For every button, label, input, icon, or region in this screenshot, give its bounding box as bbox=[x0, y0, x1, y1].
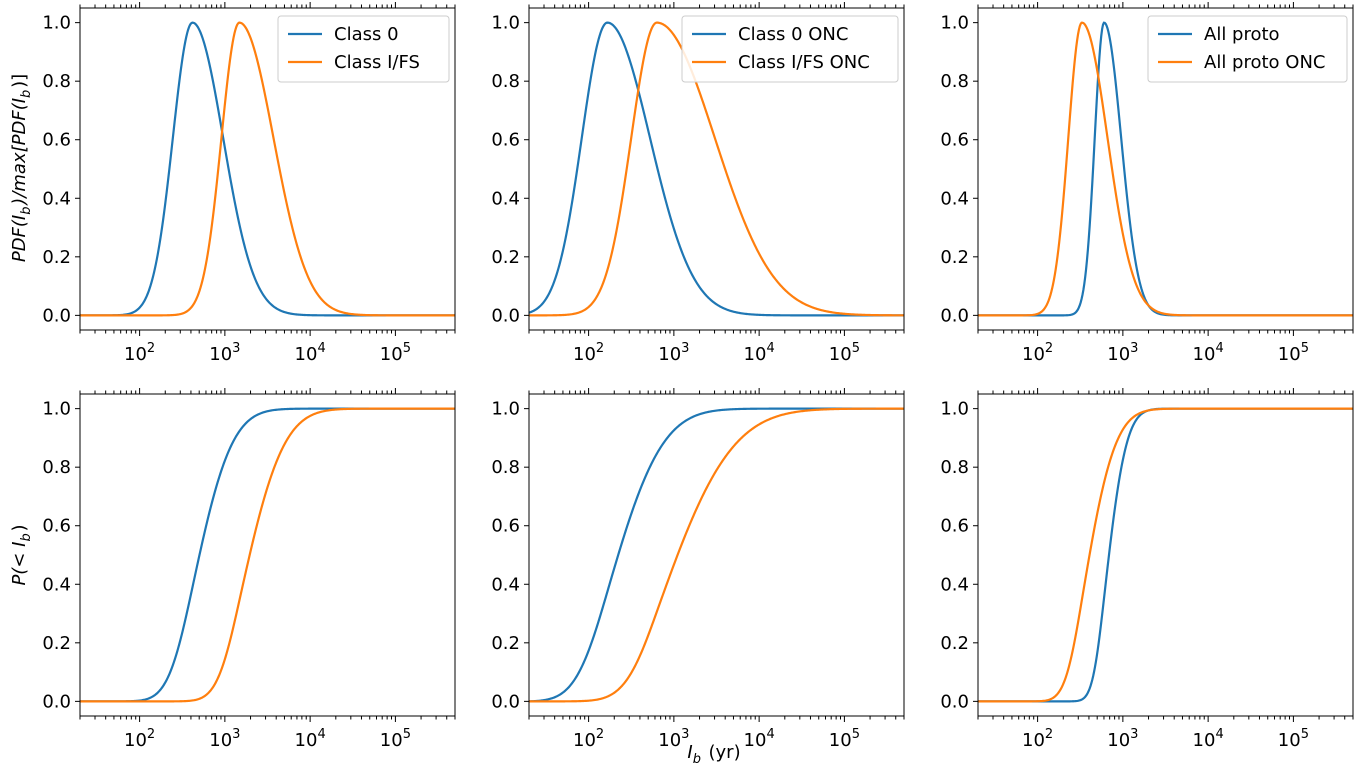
y-tick-label: 0.0 bbox=[491, 305, 520, 326]
axes-frame bbox=[79, 7, 456, 331]
x-tick-label: 104 bbox=[1193, 341, 1224, 365]
y-tick-label: 1.0 bbox=[42, 13, 71, 34]
y-tick-label: 0.4 bbox=[940, 574, 969, 595]
panel-0-1: 0.0 0.2 0.4 0.6 0.8 1.0 102 103 104 105 Class 0 ON… bbox=[491, 2, 905, 365]
x-tick-label: 105 bbox=[380, 727, 411, 751]
x-tick-label: 104 bbox=[295, 341, 326, 365]
y-tick-label: 1.0 bbox=[491, 399, 520, 420]
x-tick-label: 103 bbox=[658, 727, 689, 751]
y-tick-label: 0.4 bbox=[42, 188, 71, 209]
legend-label: Class 0 ONC bbox=[738, 24, 848, 45]
y-tick-label: 0.8 bbox=[940, 71, 969, 92]
y-tick-label: 0.0 bbox=[940, 305, 969, 326]
y-tick-label: 1.0 bbox=[940, 13, 969, 34]
y-tick-label: 0.0 bbox=[42, 691, 71, 712]
class-i-fs-onc-line bbox=[529, 21, 904, 317]
x-tick-label: 105 bbox=[380, 341, 411, 365]
y-tick-label: 0.2 bbox=[940, 633, 969, 654]
legend-label: Class I/FS bbox=[334, 52, 420, 73]
legend: Class 0 Class I/FS bbox=[277, 15, 450, 83]
x-axis-label: Ib (yr) bbox=[687, 742, 740, 766]
series-0-line bbox=[529, 407, 904, 703]
legend-label: Class 0 bbox=[334, 24, 399, 45]
x-tick-label: 102 bbox=[1022, 727, 1053, 751]
x-tick-label: 102 bbox=[124, 341, 155, 365]
y-tick-label: 0.6 bbox=[940, 130, 969, 151]
y-tick-label: 0.2 bbox=[42, 247, 71, 268]
x-tick-label: 102 bbox=[1022, 341, 1053, 365]
x-tick-label: 105 bbox=[1278, 341, 1309, 365]
y-tick-label: 0.6 bbox=[42, 130, 71, 151]
axes-frame bbox=[528, 7, 905, 331]
class-i-fs-line bbox=[80, 21, 455, 317]
y-tick-label: 0.2 bbox=[42, 633, 71, 654]
x-tick-label: 104 bbox=[295, 727, 326, 751]
axes-frame bbox=[977, 393, 1354, 717]
class-0-onc-line bbox=[529, 21, 904, 317]
x-tick-label: 103 bbox=[209, 341, 240, 365]
x-tick-label: 104 bbox=[744, 341, 775, 365]
legend-box bbox=[277, 15, 450, 83]
y-tick-label: 0.8 bbox=[42, 71, 71, 92]
y-tick-label: 0.6 bbox=[42, 516, 71, 537]
y-axis-label-bottom: P(< Ib ) bbox=[9, 524, 34, 585]
y-tick-label: 0.6 bbox=[940, 516, 969, 537]
x-tick-label: 103 bbox=[658, 341, 689, 365]
legend-label: All proto bbox=[1204, 24, 1280, 45]
x-tick-label: 102 bbox=[124, 727, 155, 751]
y-tick-label: 0.2 bbox=[491, 633, 520, 654]
legend: Class 0 ONC Class I/FS ONC bbox=[681, 15, 899, 83]
axes-frame bbox=[528, 393, 905, 717]
x-tick-label: 105 bbox=[829, 727, 860, 751]
x-tick-label: 104 bbox=[744, 727, 775, 751]
series-1-line bbox=[80, 407, 455, 703]
y-tick-label: 0.2 bbox=[491, 247, 520, 268]
y-tick-label: 0.4 bbox=[491, 574, 520, 595]
legend-label: All proto ONC bbox=[1204, 52, 1325, 73]
legend-box bbox=[1147, 15, 1348, 83]
all-proto-onc-line bbox=[978, 21, 1353, 317]
x-tick-label: 105 bbox=[1278, 727, 1309, 751]
x-tick-label: 102 bbox=[573, 341, 604, 365]
legend-label: Class I/FS ONC bbox=[738, 52, 870, 73]
y-tick-label: 0.6 bbox=[491, 516, 520, 537]
y-tick-label: 0.8 bbox=[491, 457, 520, 478]
y-tick-label: 0.0 bbox=[42, 305, 71, 326]
legend-box bbox=[681, 15, 899, 83]
x-tick-label: 103 bbox=[1107, 341, 1138, 365]
x-tick-label: 103 bbox=[1107, 727, 1138, 751]
series-1-line bbox=[529, 407, 904, 703]
x-tick-label: 103 bbox=[209, 727, 240, 751]
y-tick-label: 0.0 bbox=[491, 691, 520, 712]
panel-1-2: 0.0 0.2 0.4 0.6 0.8 1.0 102 103 104 105 bbox=[940, 388, 1354, 751]
y-tick-label: 1.0 bbox=[491, 13, 520, 34]
series-0-line bbox=[80, 407, 455, 703]
x-tick-label: 104 bbox=[1193, 727, 1224, 751]
y-tick-label: 1.0 bbox=[42, 399, 71, 420]
y-tick-label: 0.2 bbox=[940, 247, 969, 268]
y-tick-label: 0.4 bbox=[940, 188, 969, 209]
axes-frame bbox=[977, 7, 1354, 331]
x-tick-label: 102 bbox=[573, 727, 604, 751]
panel-1-0: 0.0 0.2 0.4 0.6 0.8 1.0 102 103 104 105 bbox=[42, 388, 456, 751]
y-tick-label: 0.8 bbox=[940, 457, 969, 478]
y-tick-label: 1.0 bbox=[940, 399, 969, 420]
series-0-line bbox=[978, 407, 1353, 703]
axes-frame bbox=[79, 393, 456, 717]
legend: All proto All proto ONC bbox=[1147, 15, 1348, 83]
y-tick-label: 0.8 bbox=[42, 457, 71, 478]
y-tick-label: 0.4 bbox=[491, 188, 520, 209]
x-tick-label: 105 bbox=[829, 341, 860, 365]
y-tick-label: 0.8 bbox=[491, 71, 520, 92]
y-tick-label: 0.4 bbox=[42, 574, 71, 595]
y-tick-label: 0.6 bbox=[491, 130, 520, 151]
y-axis-label-top: PDF(Ib )/max[PDF(Ib )] bbox=[9, 74, 34, 262]
series-1-line bbox=[978, 407, 1353, 703]
panel-1-1: 0.0 0.2 0.4 0.6 0.8 1.0 102 103 104 105 bbox=[491, 388, 905, 751]
y-tick-label: 0.0 bbox=[940, 691, 969, 712]
